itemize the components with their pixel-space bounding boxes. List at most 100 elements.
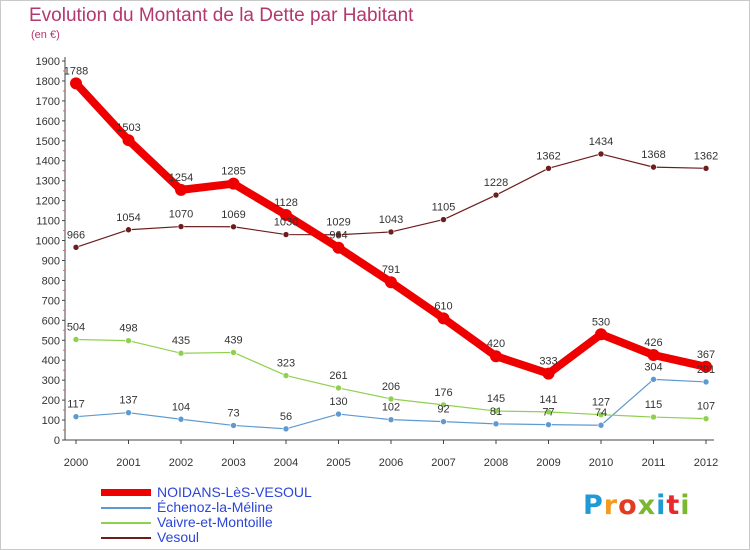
data-label-2: 145: [487, 393, 505, 405]
data-point-1: [177, 415, 185, 423]
y-tick-label: 1600: [36, 116, 60, 128]
data-label-2: 261: [329, 370, 347, 382]
chart-title: Evolution du Montant de la Dette par Hab…: [29, 5, 414, 26]
legend-label: Échenoz-la-Méline: [157, 499, 273, 515]
y-tick-label: 800: [42, 275, 60, 287]
data-label-2: 127: [592, 397, 610, 409]
data-point-0: [647, 349, 660, 362]
data-point-2: [387, 395, 395, 403]
x-tick-label: 2011: [642, 457, 666, 469]
data-label-0: 367: [697, 349, 715, 361]
data-point-3: [177, 223, 185, 230]
legend-label: Vaivre-et-Montoille: [157, 514, 273, 530]
data-label-1: 73: [227, 407, 239, 419]
data-point-3: [282, 231, 290, 238]
data-point-2: [702, 415, 710, 422]
y-tick-label: 500: [42, 335, 60, 347]
data-label-2: 504: [67, 321, 85, 333]
data-label-2: 435: [172, 335, 190, 347]
data-point-2: [440, 401, 447, 409]
y-tick-label: 400: [42, 355, 60, 367]
data-label-2: 323: [277, 358, 295, 370]
data-point-3: [492, 191, 500, 199]
legend-label: Vesoul: [157, 529, 200, 545]
data-label-3: 1030: [274, 217, 298, 229]
data-label-2: 498: [119, 323, 137, 335]
y-tick-label: 600: [42, 315, 60, 327]
data-label-1: 92: [437, 404, 449, 416]
data-point-0: [385, 276, 397, 289]
data-point-1: [72, 413, 80, 420]
data-point-2: [335, 384, 342, 392]
data-label-1: 291: [697, 364, 715, 376]
data-point-2: [597, 411, 605, 418]
legend-item: Vesoul: [101, 530, 312, 545]
x-tick-label: 2008: [484, 457, 508, 469]
data-point-0: [227, 177, 240, 190]
data-label-0: 791: [382, 264, 400, 276]
data-point-3: [440, 216, 447, 223]
legend-swatch: [101, 521, 151, 524]
legend-label: NOIDANS-LèS-VESOUL: [157, 484, 312, 500]
data-point-0: [332, 241, 345, 254]
data-label-1: 74: [595, 407, 607, 419]
data-label-3: 1105: [432, 202, 456, 214]
y-tick-label: 1800: [36, 76, 60, 88]
data-point-1: [230, 422, 237, 429]
data-point-2: [492, 407, 500, 415]
data-point-1: [387, 416, 395, 423]
data-label-0: 420: [487, 338, 505, 350]
data-point-2: [177, 349, 185, 357]
logo-letter: t: [666, 490, 681, 521]
y-tick-label: 1000: [36, 236, 60, 248]
data-point-0: [122, 134, 135, 147]
y-tick-label: 1100: [36, 216, 60, 228]
data-point-3: [545, 165, 552, 172]
data-label-0: 530: [592, 316, 610, 328]
data-label-3: 966: [67, 229, 85, 241]
data-label-3: 1228: [484, 177, 508, 189]
legend-swatch: [101, 489, 151, 496]
data-label-0: 1285: [221, 166, 245, 178]
y-tick-label: 1200: [36, 196, 60, 208]
x-tick-label: 2007: [431, 457, 455, 469]
data-point-2: [125, 337, 132, 344]
data-label-3: 1362: [536, 150, 560, 162]
data-label-3: 1043: [379, 214, 403, 226]
data-label-1: 102: [382, 402, 400, 414]
data-label-1: 81: [490, 406, 502, 418]
data-label-0: 1254: [169, 172, 193, 184]
x-tick-label: 2006: [379, 457, 403, 469]
x-tick-label: 2001: [116, 457, 140, 469]
data-label-1: 304: [644, 361, 662, 373]
x-tick-label: 2009: [536, 457, 560, 469]
x-tick-label: 2012: [694, 457, 718, 469]
data-point-3: [650, 163, 657, 171]
data-label-1: 130: [329, 396, 347, 408]
data-point-0: [595, 328, 607, 341]
x-tick-label: 2003: [221, 457, 245, 469]
x-tick-label: 2010: [589, 457, 613, 469]
data-point-1: [545, 421, 552, 428]
data-label-1: 56: [280, 411, 292, 423]
y-tick-label: 1400: [36, 156, 60, 168]
data-point-0: [542, 367, 555, 380]
data-label-3: 1029: [326, 217, 350, 229]
data-label-0: 610: [434, 300, 452, 312]
data-label-0: 333: [539, 356, 557, 368]
data-label-2: 141: [539, 394, 557, 406]
x-tick-label: 2000: [64, 457, 88, 469]
data-point-2: [545, 408, 552, 416]
y-tick-label: 200: [42, 395, 60, 407]
x-tick-label: 2002: [169, 457, 193, 469]
y-tick-label: 900: [42, 255, 60, 267]
data-point-1: [335, 410, 342, 418]
data-label-3: 1054: [116, 212, 140, 224]
data-point-3: [125, 226, 132, 234]
data-point-1: [440, 418, 447, 425]
legend-swatch: [101, 536, 151, 539]
legend-item: Vaivre-et-Montoille: [101, 515, 312, 530]
data-point-0: [700, 360, 712, 373]
data-point-1: [650, 376, 657, 383]
